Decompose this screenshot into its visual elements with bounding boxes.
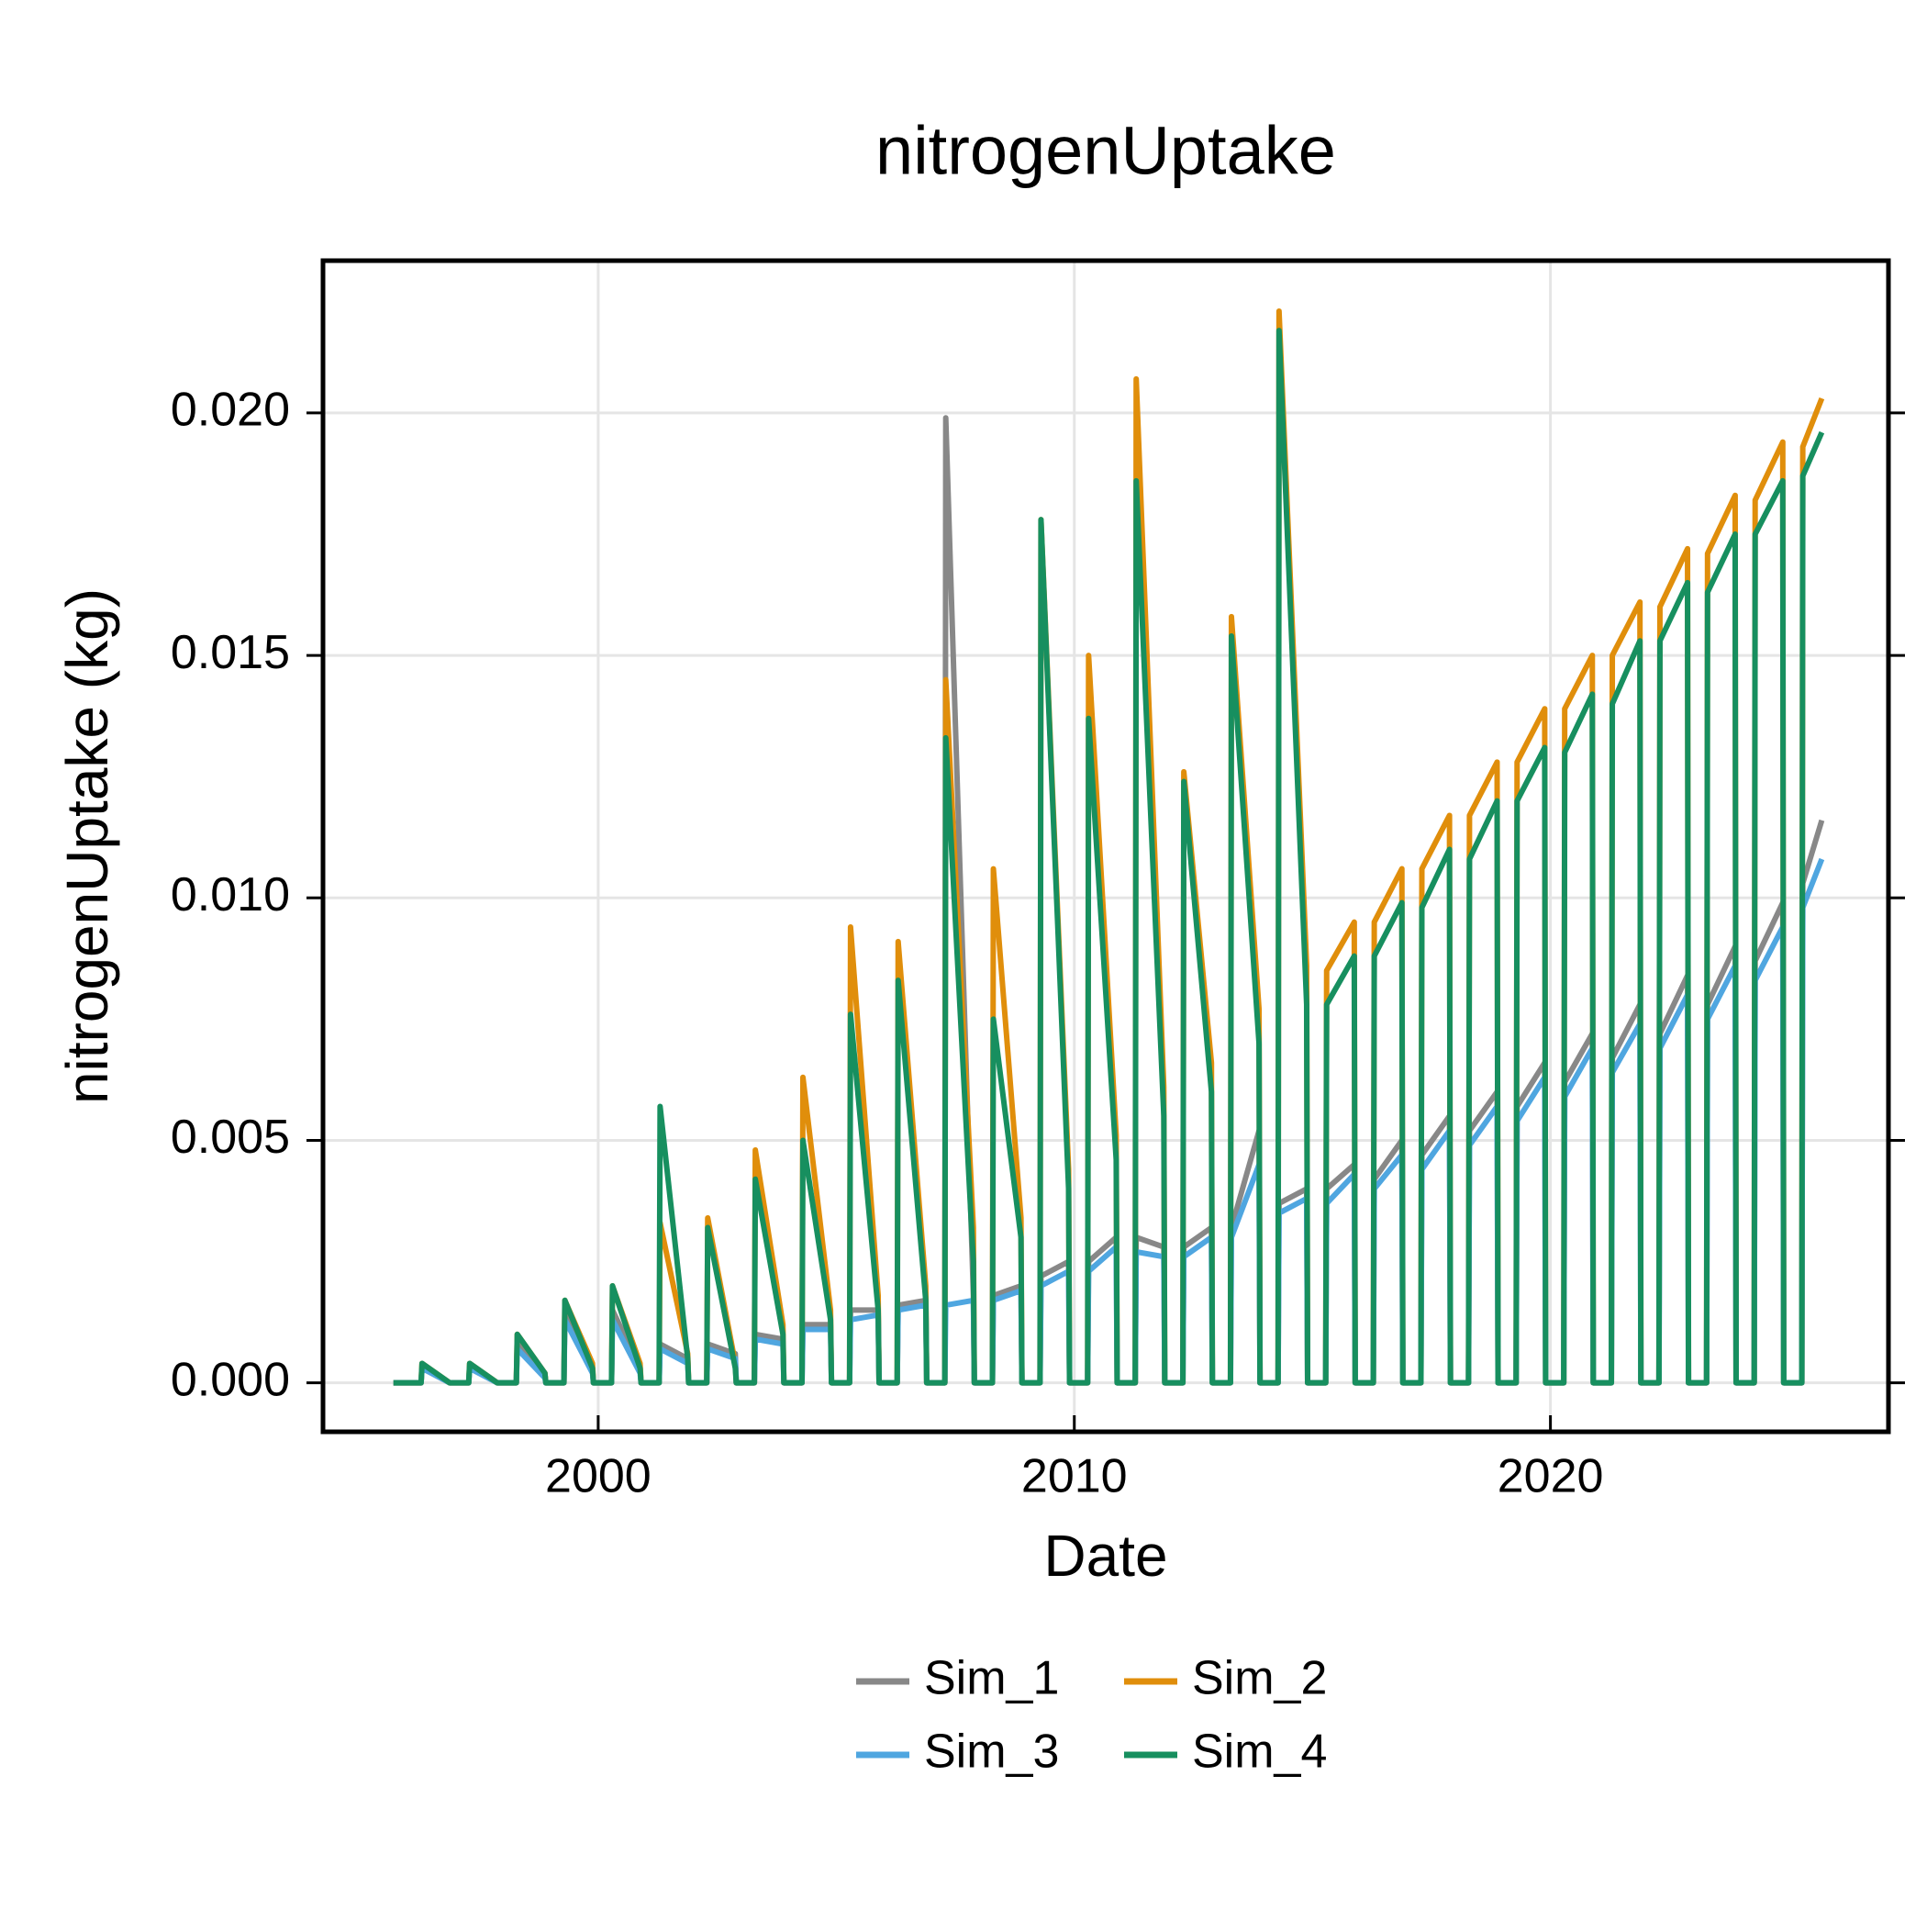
x-tick-label: 2000: [545, 1450, 652, 1503]
legend-label: Sim_4: [1192, 1725, 1327, 1779]
y-tick-label: 0.005: [171, 1111, 290, 1164]
chart-title: nitrogenUptake: [875, 113, 1336, 189]
legend-label: Sim_2: [1192, 1652, 1327, 1705]
y-tick-label: 0.000: [171, 1353, 290, 1406]
series-line: [393, 328, 1825, 1386]
x-tick-label: 2020: [1498, 1450, 1604, 1503]
x-axis-label: Date: [1043, 1523, 1167, 1589]
x-tick-label: 2010: [1021, 1450, 1128, 1503]
plot-frame: [320, 258, 1891, 1435]
legend-label: Sim_3: [924, 1725, 1059, 1779]
y-tick-label: 0.015: [171, 626, 290, 679]
y-axis-label: nitrogenUptake (kg): [54, 588, 120, 1104]
legend-label: Sim_1: [924, 1652, 1059, 1705]
y-tick-label: 0.010: [171, 868, 290, 921]
y-tick-label: 0.020: [171, 384, 290, 437]
